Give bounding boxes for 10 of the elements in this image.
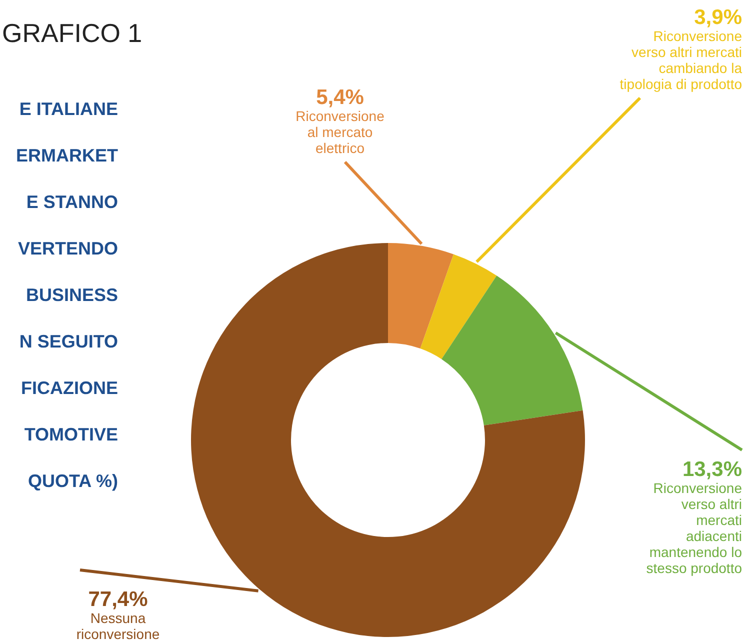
text: E ITALIANE ERMARKET E STANNO VERTENDO BUSINESS N SEGUITO FICAZIONE TOMOTIVE QUOTA %) (16, 99, 118, 491)
slice-label: Riconversione verso altri mercati cambiando la tipologia di prodotto (620, 28, 742, 92)
slice-label: Riconversione al mercato elettrico (296, 108, 385, 156)
data-label: 3,9% (694, 6, 742, 29)
data-label: 13,3% (682, 458, 742, 481)
data-label: 5,4% (316, 86, 364, 109)
data-label: 77,4% (88, 588, 148, 611)
slice-label: Riconversione verso altri mercati adiacenti mantenendo lo stesso prodotto (646, 480, 742, 576)
chart-title: GRAFICO 1 (2, 18, 142, 48)
slice-label: Nessuna riconversione (76, 610, 160, 642)
